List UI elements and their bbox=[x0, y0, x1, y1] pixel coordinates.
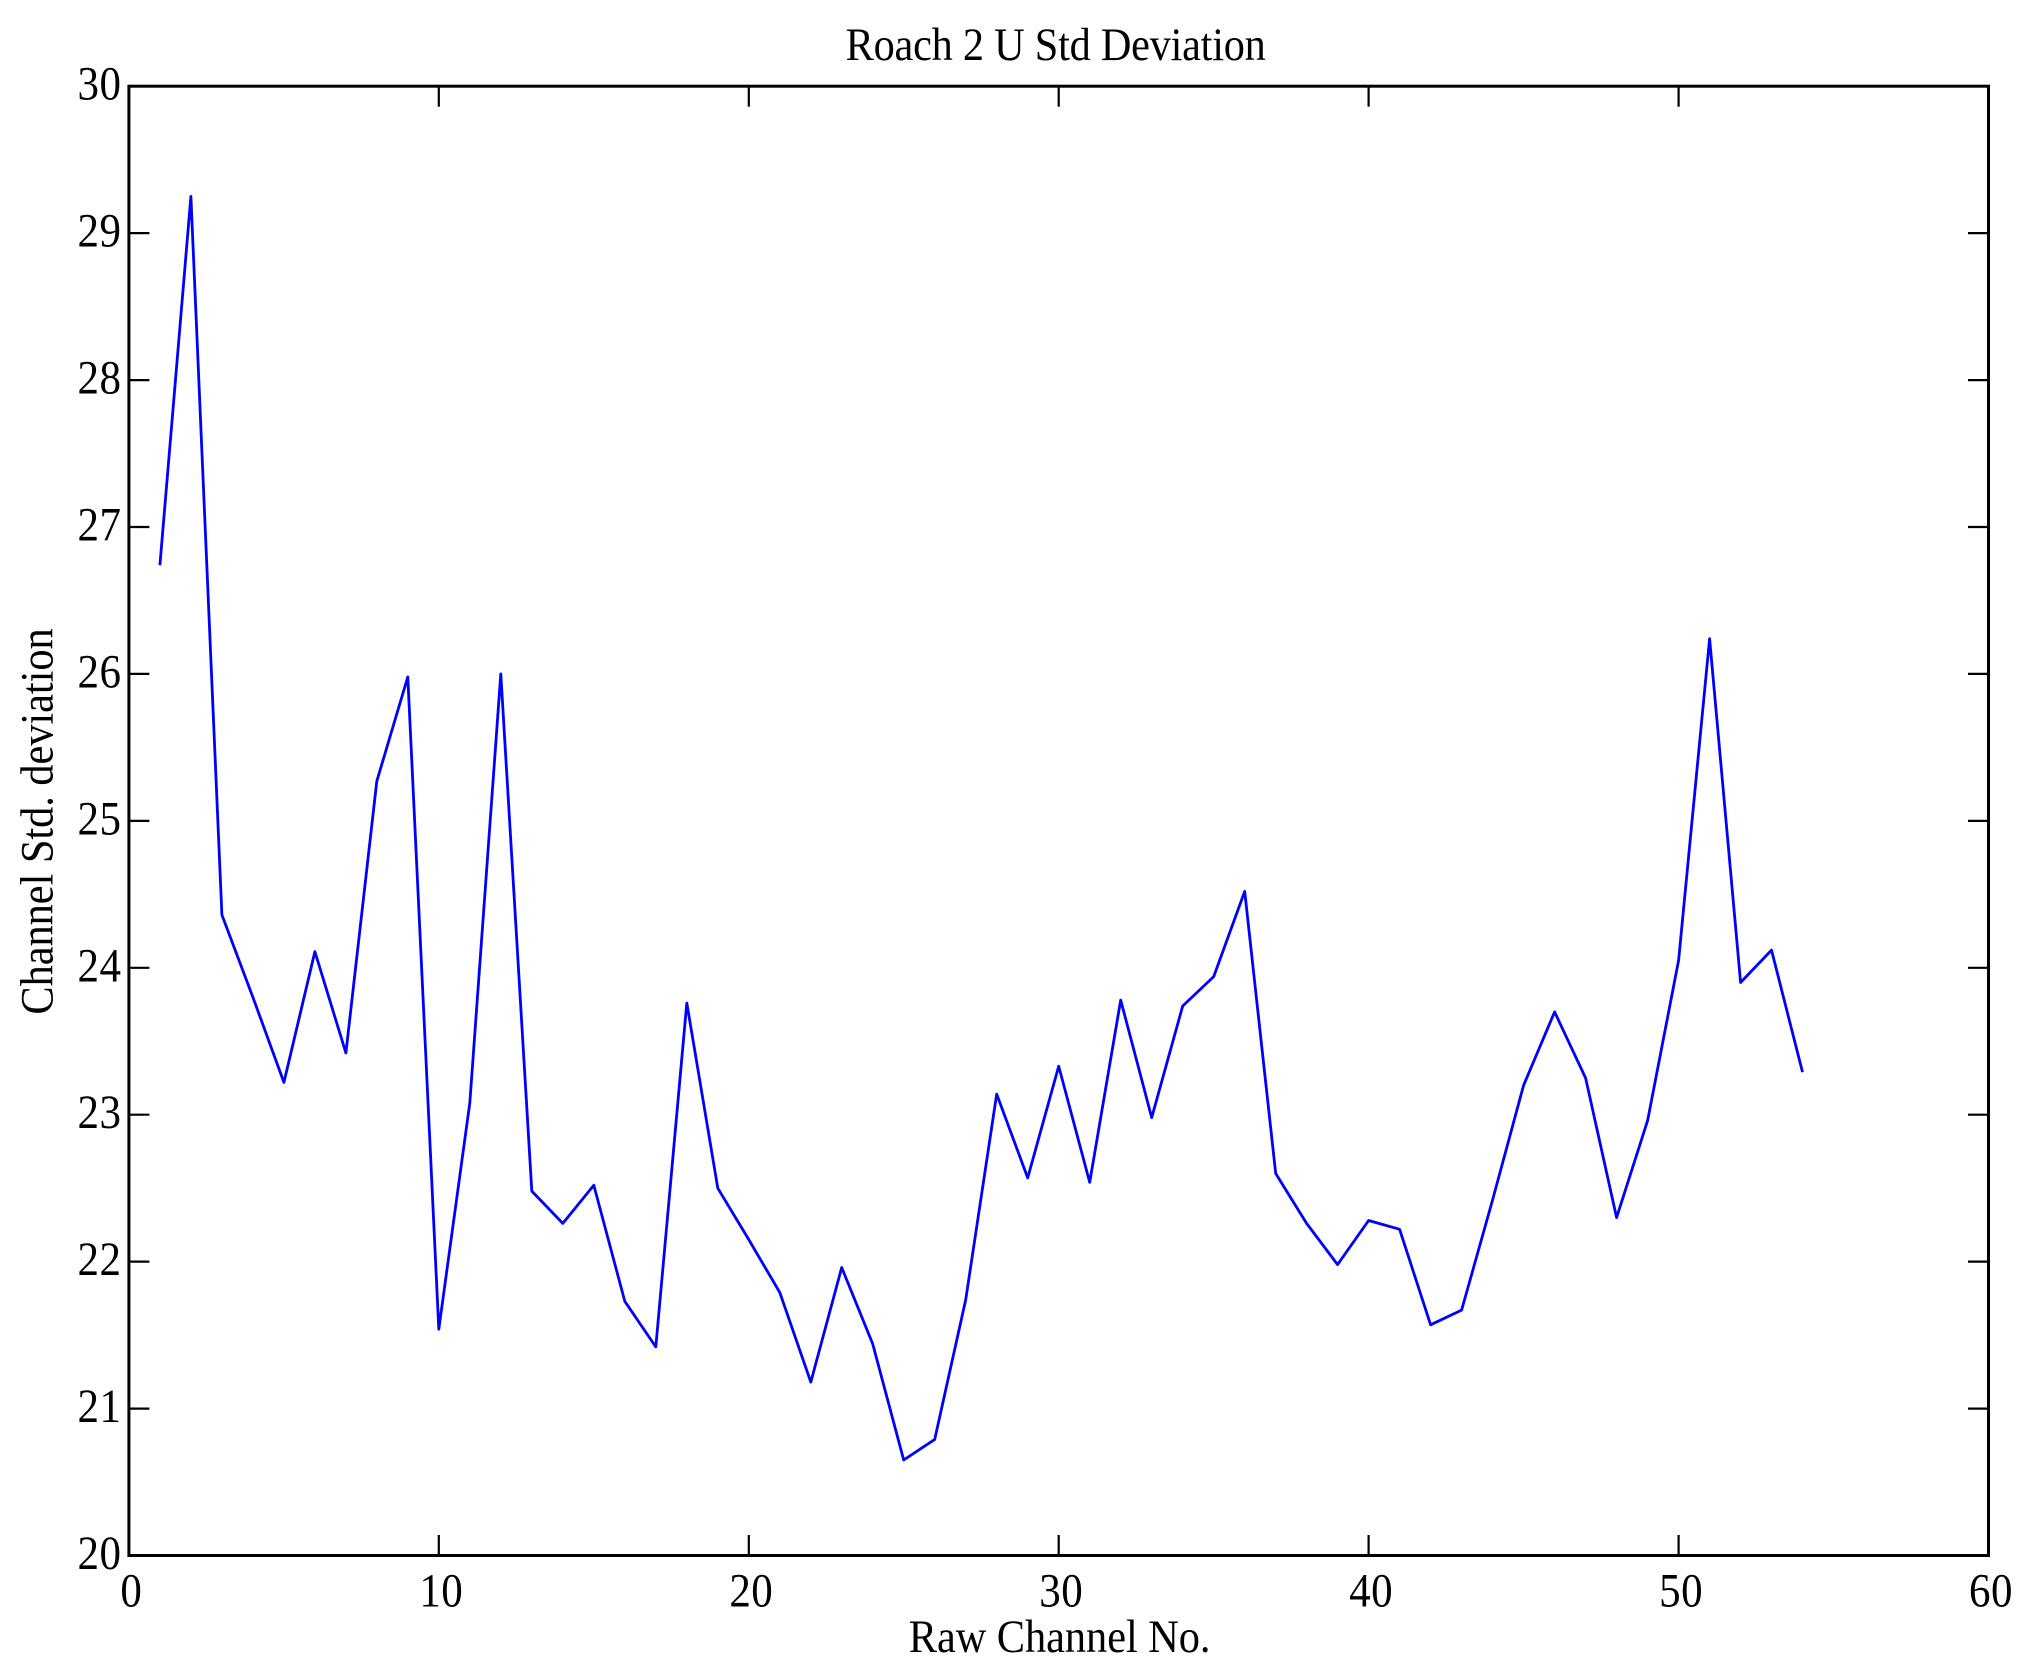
svg-text:28: 28 bbox=[78, 350, 122, 404]
svg-text:22: 22 bbox=[78, 1232, 122, 1286]
svg-text:23: 23 bbox=[78, 1085, 122, 1139]
svg-text:Roach 2 U Std Deviation: Roach 2 U Std Deviation bbox=[846, 19, 1266, 70]
svg-text:30: 30 bbox=[78, 56, 122, 110]
svg-text:27: 27 bbox=[78, 497, 122, 551]
svg-text:40: 40 bbox=[1349, 1563, 1393, 1617]
svg-text:Raw Channel No.: Raw Channel No. bbox=[909, 1610, 1211, 1662]
svg-text:29: 29 bbox=[78, 203, 122, 257]
svg-text:25: 25 bbox=[78, 791, 122, 845]
svg-text:0: 0 bbox=[120, 1563, 142, 1617]
svg-text:26: 26 bbox=[78, 644, 122, 698]
svg-text:20: 20 bbox=[78, 1526, 122, 1580]
svg-text:10: 10 bbox=[419, 1563, 463, 1617]
svg-text:21: 21 bbox=[78, 1379, 122, 1433]
svg-text:20: 20 bbox=[729, 1563, 773, 1617]
svg-text:50: 50 bbox=[1659, 1563, 1703, 1617]
svg-text:Channel Std. deviation: Channel Std. deviation bbox=[11, 628, 63, 1014]
svg-text:30: 30 bbox=[1039, 1563, 1083, 1617]
svg-text:60: 60 bbox=[1969, 1563, 2013, 1617]
svg-text:24: 24 bbox=[78, 938, 122, 992]
